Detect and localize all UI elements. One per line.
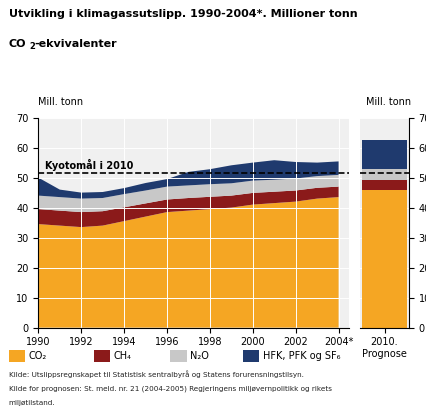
Text: CH₄: CH₄ <box>114 351 132 361</box>
Text: Utvikling i klimagassutslipp. 1990-2004*. Millioner tonn: Utvikling i klimagassutslipp. 1990-2004*… <box>9 9 357 19</box>
Text: Kilde: Utslippsregnskapet til Statistisk sentralbyrå og Statens forurensningstil: Kilde: Utslippsregnskapet til Statistisk… <box>9 370 303 378</box>
Text: Kyotomål i 2010: Kyotomål i 2010 <box>45 159 133 171</box>
Text: -ekvivalenter: -ekvivalenter <box>35 39 117 49</box>
Text: miljøtilstand.: miljøtilstand. <box>9 400 55 406</box>
Bar <box>170 350 187 362</box>
Text: Mill. tonn: Mill. tonn <box>366 97 411 107</box>
Text: Mill. tonn: Mill. tonn <box>38 97 83 107</box>
Text: Kilde for prognosen: St. meld. nr. 21 (2004-2005) Regjeringens miljøvernpolitikk: Kilde for prognosen: St. meld. nr. 21 (2… <box>9 386 331 392</box>
Text: 2: 2 <box>29 42 35 51</box>
Text: HFK, PFK og SF₆: HFK, PFK og SF₆ <box>263 351 340 361</box>
Bar <box>363 168 407 180</box>
Bar <box>363 180 407 189</box>
Bar <box>94 350 110 362</box>
Bar <box>363 140 407 168</box>
Bar <box>243 350 259 362</box>
Text: N₂O: N₂O <box>190 351 209 361</box>
Text: CO: CO <box>9 39 26 49</box>
Text: CO₂: CO₂ <box>29 351 47 361</box>
Bar <box>363 189 407 328</box>
Bar <box>9 350 25 362</box>
